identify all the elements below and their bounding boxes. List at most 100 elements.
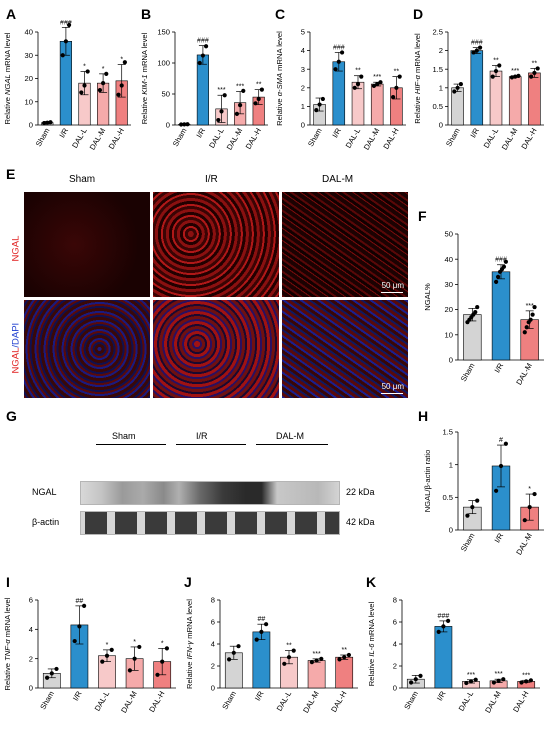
y-axis-label-suffix: mRNA level [3,597,12,639]
data-point [109,647,114,652]
data-point [391,95,396,100]
chart-i-tnf: Relative TNF-α mRNA level 0 2 4 6 Sham ## I/R * D… [3,596,176,714]
data-point [413,677,418,682]
bar [508,76,522,126]
y-axis-label-prefix: Relative [140,95,149,125]
bar [434,626,453,689]
data-point [378,80,383,85]
panel-letter-k: K [366,574,377,590]
data-point [282,661,287,666]
significance-marker: ** [394,69,400,76]
data-point [503,441,508,446]
y-tick-label: 0.5 [432,102,443,111]
panel-letter-a: A [6,6,17,22]
y-axis-label-prefix: NGAL% [423,283,432,311]
y-axis-label: NGAL/β-actin ratio [423,450,432,513]
y-tick-label: 40 [445,255,453,264]
x-tick-label: I/R [435,689,448,702]
data-point [464,680,469,686]
data-point [337,657,342,662]
data-point [355,81,361,87]
y-tick-label: 2.5 [432,28,443,37]
data-point [45,120,50,125]
significance-marker: # [499,437,503,444]
y-axis-label-suffix: mRNA level [413,33,422,75]
x-tick-label: DAL-M [88,127,108,152]
y-tick-label: 10 [445,330,453,339]
data-point [259,629,264,634]
significance-marker: *** [236,84,244,91]
data-point [264,622,269,627]
data-point [497,63,502,68]
bar [196,54,209,126]
micrograph-ir-ngal [153,192,279,297]
micrograph-sham-ngal [24,192,150,297]
x-tick-label: I/R [57,126,70,139]
data-point [48,120,53,125]
y-tick-label: 4 [393,640,397,649]
significance-marker: ** [286,643,292,650]
y-axis-label-gene: TNF-α [3,639,12,661]
y-tick-label: 1 [301,102,305,111]
bar [370,83,384,126]
data-point [494,488,499,493]
y-axis-label-gene: IL-6 [367,643,376,657]
data-point [436,629,441,634]
x-tick-label: DAL-L [93,690,112,713]
micro-col-label-sham: Sham [69,174,96,185]
significance-marker: *** [217,87,225,94]
x-tick-label: DAL-H [381,127,400,151]
data-point [473,677,478,682]
micrograph-texture [282,192,408,297]
x-tick-label: DAL-M [483,690,503,715]
significance-marker: ** [493,57,499,64]
data-point [452,89,457,94]
data-point [529,74,534,79]
data-point [516,73,521,78]
y-axis-label-gene: IFN-γ [185,640,194,660]
y-tick-label: 1.5 [442,428,453,437]
data-point [104,71,109,76]
data-point [197,60,202,66]
y-tick-label: 0 [449,356,453,365]
data-point [253,101,258,106]
data-point [477,45,483,50]
data-point [155,672,160,677]
significance-marker: * [133,639,136,646]
significance-marker: *** [522,672,530,679]
data-point [66,22,72,28]
y-tick-label: 3 [301,65,305,74]
data-point [527,505,532,510]
data-point [501,677,506,682]
panel-letter-h: H [418,408,429,424]
y-tick-label: 0 [301,121,305,130]
bar [491,271,511,361]
data-point [519,680,524,685]
data-point [468,679,474,684]
chart-b-kim1: Relative KIM-1 mRNA level 0 50 100 150 Sham ##… [140,28,268,151]
y-tick-label: 0 [29,121,33,130]
y-tick-label: 1 [449,460,453,469]
y-tick-label: 8 [211,596,215,605]
x-tick-label: I/R [493,361,506,374]
wb-group-label-sham: Sham [112,431,136,441]
y-axis-label-prefix: Relative [275,96,284,126]
y-tick-label: 0 [29,684,33,693]
data-point [522,518,527,523]
panel-letter-g: G [6,408,17,424]
micrograph-texture [24,300,150,398]
micrograph-sham-merge [24,300,150,398]
micrograph-dalm-merge: 50 μm [282,300,408,398]
y-tick-label: 10 [25,97,33,106]
data-point [446,618,451,623]
data-point [342,655,347,660]
data-point [137,644,142,650]
data-point [490,74,495,79]
data-point [42,121,47,126]
x-tick-label: DAL-L [482,127,501,150]
significance-marker: ### [60,20,72,26]
x-tick-label: DAL-M [514,362,534,387]
wb-row-label-actin: β-actin [32,517,60,527]
significance-marker: *** [313,651,321,658]
x-tick-label: Sham [459,532,477,554]
